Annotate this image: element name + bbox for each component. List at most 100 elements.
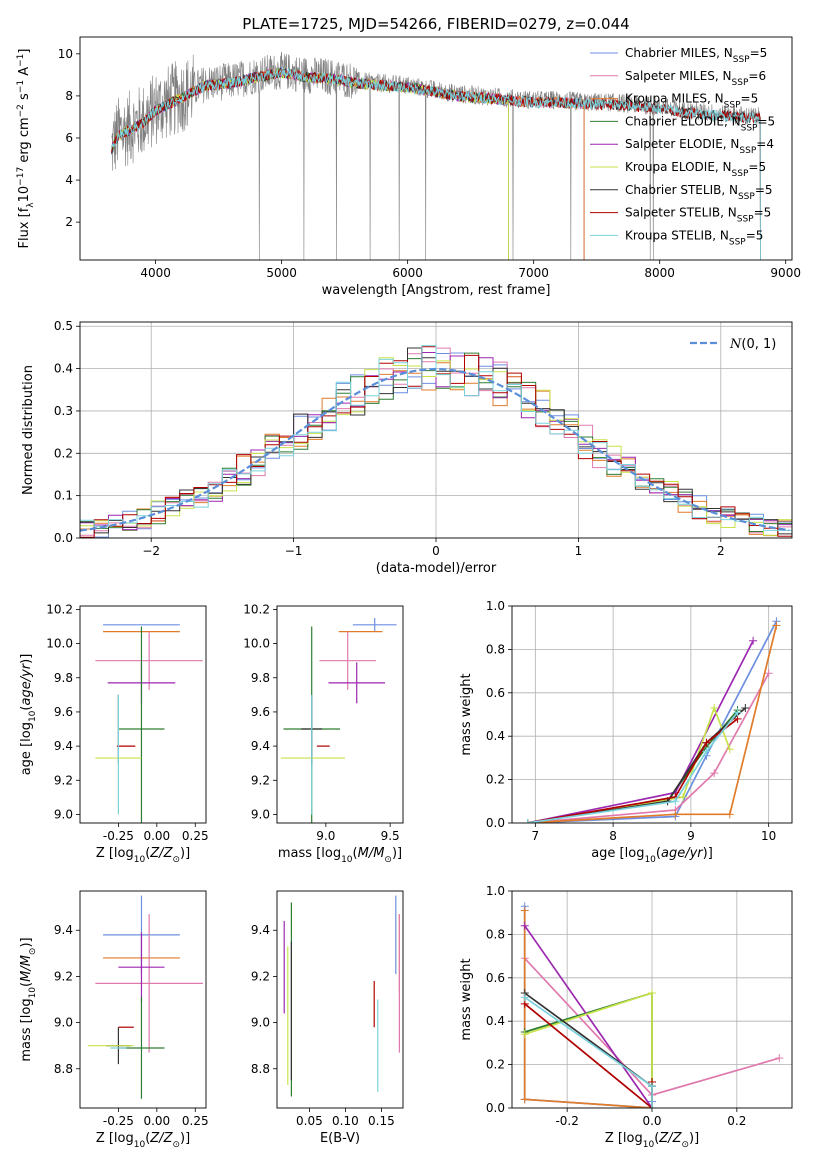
y-tick-label: 10.2 [46, 602, 73, 616]
x-axis-label: Z [log10(Z/Z⊙)] [96, 846, 190, 865]
mass_vs_Z-axes: -0.25 0.00 0.25 8.8 9.0 9.2 9.4 Z [log10(Z/Z⊙)]… [19, 890, 209, 1150]
y-tick-label: 10.0 [243, 637, 270, 651]
x-axis-label: wavelength [Angstrom, rest frame] [322, 283, 551, 298]
x-axis-label: age [log10(age/yr)] [591, 846, 713, 865]
legend-entry: Salpeter STELIB, NSSP=5 [625, 206, 771, 225]
y-tick-label: 10.0 [46, 637, 73, 651]
y-tick-label: 0.4 [486, 729, 505, 743]
series-marker [648, 1082, 656, 1091]
x-axis-label: (data-model)/error [376, 561, 497, 576]
y-tick-label: 8.8 [54, 1062, 73, 1076]
legend-entry: Chabrier MILES, NSSP=5 [625, 46, 767, 65]
y-tick-label: 0.2 [486, 1058, 505, 1072]
normal-pdf-line [80, 367, 790, 532]
x-tick-label: 9 [687, 829, 695, 843]
x-tick-label: -0.2 [555, 1114, 578, 1128]
series-marker [772, 621, 781, 630]
x-tick-label: 9.0 [316, 829, 335, 843]
y-tick-label: 0.1 [54, 489, 73, 503]
y-tick-label: 0.2 [486, 773, 505, 787]
x-tick-label: 0.10 [332, 1114, 359, 1128]
y-axis-label: Flux [fλ10−17 erg cm−2 s−1 A−1] [16, 49, 36, 249]
x-tick-label: 4000 [140, 266, 171, 280]
series-marker [725, 745, 734, 754]
series-chabrier-stelib [523, 703, 750, 823]
mass_vs_ebv-axes: 0.05 0.10 0.15 8.8 9.0 9.2 9.4 E(B-V) [251, 890, 404, 1146]
axes-frame [79, 36, 793, 261]
series-marker [710, 703, 719, 712]
y-tick-label: 9.4 [251, 923, 270, 937]
x-axis-label: Z [log10(Z/Z⊙)] [605, 1131, 699, 1150]
mass_vs_ebv-plot-area [283, 895, 400, 1097]
y-tick-label: 9.0 [251, 1016, 270, 1030]
series-marker [725, 810, 734, 819]
series-marker [520, 921, 529, 930]
axes-frame [276, 605, 404, 824]
series-marker [710, 769, 719, 778]
series-kroupa-miles [523, 621, 781, 823]
series-line [523, 910, 653, 1108]
x-tick-label: 0.0 [642, 1114, 661, 1128]
series-marker [648, 988, 656, 997]
series-marker [775, 1054, 784, 1063]
axes-frame [79, 605, 207, 824]
legend-entry: Kroupa STELIB, NSSP=5 [625, 228, 763, 247]
y-tick-label: 0.4 [54, 362, 73, 376]
legend-entry: Salpeter MILES, NSSP=6 [625, 69, 766, 88]
observed-spectrum-line [111, 51, 761, 260]
massweight_vs_Z-plot-area [512, 891, 792, 1108]
axes-frame [79, 890, 207, 1109]
y-tick-label: 9.8 [251, 671, 270, 685]
axes-frame [511, 890, 793, 1109]
series-marker [648, 1104, 656, 1108]
y-tick-label: 9.4 [251, 739, 270, 753]
series-line [527, 707, 746, 823]
y-tick-label: 0.0 [486, 1101, 505, 1115]
hist-kroupa-elodie [80, 357, 792, 536]
y-tick-label: 9.4 [54, 923, 73, 937]
series-marker [764, 669, 773, 678]
errorbar-salpeter-miles [95, 914, 203, 1053]
y-axis-label: mass weight [459, 673, 474, 755]
spectrum-axes: 4000 5000 6000 7000 8000 9000 2 4 6 8 10 Chabrier M… [16, 36, 801, 298]
errorbar-chabrier-miles [352, 617, 397, 632]
x-tick-label: 7000 [518, 266, 549, 280]
x-tick-label: -0.25 [103, 829, 134, 843]
age_vs_Z-axes: -0.25 0.00 0.25 9.0 9.2 9.4 9.6 9.8 10.0 10.2 Z [l… [19, 602, 209, 865]
y-tick-label: 1.0 [486, 599, 505, 613]
legend-entry: Kroupa MILES, NSSP=5 [625, 92, 758, 111]
errorbar-salpeter-miles [319, 631, 376, 690]
y-tick-label: 0.8 [486, 927, 505, 941]
series-marker [523, 819, 532, 823]
y-axis-label: age [log10(age/yr)] [19, 654, 38, 776]
axes-frame [276, 890, 404, 1109]
y-tick-label: 9.6 [54, 705, 73, 719]
x-tick-label: 9000 [770, 266, 801, 280]
y-tick-label: 0.6 [486, 971, 505, 985]
y-tick-label: 8 [65, 89, 73, 103]
model-line-kroupa-stelib [111, 67, 761, 260]
errorbar-chabrier-elodie [118, 626, 165, 823]
residuals-axes: −2 −1 0 1 2 0.0 0.1 0.2 0.3 0.4 0.5 N(0, 1) (data-mo… [21, 319, 793, 576]
x-tick-label: 8000 [644, 266, 675, 280]
series-line [524, 1003, 653, 1108]
x-tick-label: 0.00 [143, 829, 170, 843]
series-marker [702, 738, 711, 747]
series-salpeter-stelib [523, 714, 742, 823]
legend-entry: N(0, 1) [729, 337, 776, 352]
y-tick-label: 2 [65, 215, 73, 229]
x-axis-label: Z [log10(Z/Z⊙)] [96, 1131, 190, 1150]
y-tick-label: 1.0 [486, 884, 505, 898]
y-tick-label: 0.6 [486, 686, 505, 700]
y-tick-label: 9.2 [54, 773, 73, 787]
y-axis-label: mass weight [459, 958, 474, 1040]
y-tick-label: 6 [65, 131, 73, 145]
series-marker [702, 747, 711, 756]
y-tick-label: 9.2 [251, 969, 270, 983]
y-tick-label: 4 [65, 173, 73, 187]
x-tick-label: 6000 [392, 266, 423, 280]
x-tick-label: −2 [142, 544, 160, 558]
y-tick-label: 9.0 [54, 1016, 73, 1030]
massweight_vs_age-axes: 7 8 9 10 0.0 0.2 0.4 0.6 0.8 1.0 age [log10(age/yr… [459, 599, 793, 865]
